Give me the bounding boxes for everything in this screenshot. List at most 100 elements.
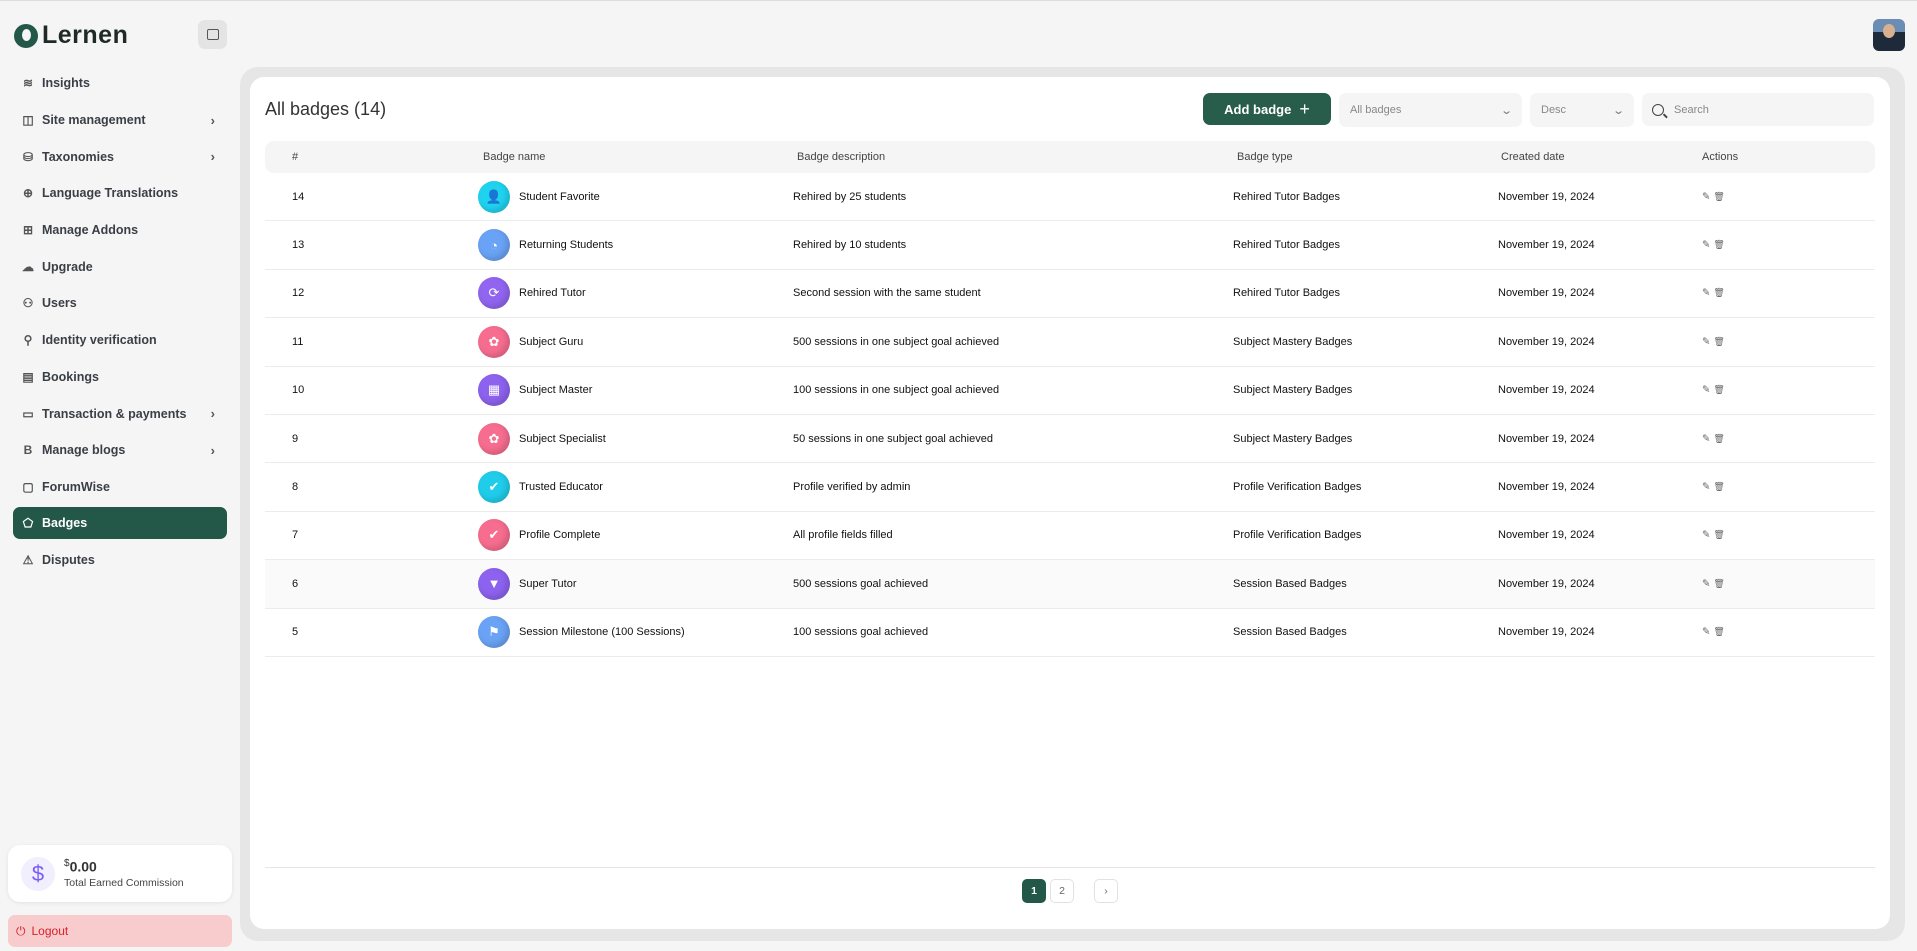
trash-icon[interactable]: 🗑 [1713, 626, 1728, 637]
chevron-right-icon: › [210, 442, 215, 458]
badge-name: Student Favorite [519, 190, 600, 203]
trash-icon[interactable]: 🗑 [1713, 578, 1728, 589]
globe-icon: ⊕ [22, 186, 34, 201]
sidebar-item-manage-blogs[interactable]: B Manage blogs › [13, 432, 227, 469]
sidebar-item-language-translations[interactable]: ⊕ Language Translations [13, 175, 227, 212]
page-2-button[interactable]: 2 [1050, 879, 1074, 903]
add-badge-button[interactable]: Add badge + [1203, 93, 1331, 125]
table-row: 7 ✔ Profile Complete All profile fields … [265, 512, 1875, 561]
trash-icon[interactable]: 🗑 [1713, 191, 1728, 202]
created-date: November 19, 2024 [1498, 287, 1595, 300]
sidebar-item-manage-addons[interactable]: ⊞ Manage Addons [13, 212, 227, 249]
blog-icon: B [23, 443, 33, 458]
file-icon: ▤ [22, 369, 34, 384]
logo[interactable]: Lernen [14, 21, 128, 50]
table-row: 9 ✿ Subject Specialist 50 sessions in on… [265, 415, 1875, 464]
sidebar-item-label: Badges [42, 516, 88, 531]
badge-id: 14 [292, 190, 305, 203]
sidebar-item-users[interactable]: ⚇ Users [13, 285, 227, 322]
trash-icon[interactable]: 🗑 [1713, 433, 1728, 444]
trash-icon[interactable]: 🗑 [1713, 287, 1728, 298]
badge-id: 11 [292, 335, 304, 348]
sidebar-item-label: Bookings [42, 369, 99, 384]
row-actions: ✎🗑 [1702, 240, 1728, 251]
sidebar-toggle-button[interactable] [198, 20, 227, 49]
badge-filter-select[interactable]: All badges ⌄ [1339, 93, 1522, 127]
sidebar-item-site-management[interactable]: ◫ Site management › [13, 102, 227, 139]
next-page-button[interactable]: › [1094, 879, 1118, 903]
badge-name: Returning Students [519, 239, 614, 252]
sidebar-item-label: Users [42, 296, 77, 311]
edit-icon[interactable]: ✎ [1702, 578, 1714, 590]
logout-button[interactable]: ⏻ Logout [8, 915, 232, 947]
badge-name: Subject Master [519, 384, 593, 397]
badge-id: 12 [292, 287, 305, 300]
sidebar-item-identity-verification[interactable]: ⚲ Identity verification [13, 322, 227, 359]
trash-icon[interactable]: 🗑 [1713, 384, 1728, 395]
column-header-actions: Actions [1702, 151, 1739, 163]
edit-icon[interactable]: ✎ [1702, 529, 1714, 541]
chevron-right-icon: › [210, 406, 215, 422]
sidebar-item-transaction-payments[interactable]: ▭ Transaction & payments › [13, 395, 227, 432]
row-actions: ✎🗑 [1702, 482, 1728, 493]
edit-icon[interactable]: ✎ [1702, 433, 1714, 445]
sidebar-item-badges[interactable]: ⬠ Badges [13, 507, 227, 540]
edit-icon[interactable]: ✎ [1702, 191, 1714, 203]
message-icon: ▢ [22, 479, 34, 494]
badges-card [250, 77, 1890, 929]
sidebar-item-taxonomies[interactable]: ⛁ Taxonomies › [13, 138, 227, 175]
search-input[interactable]: Search [1642, 93, 1874, 126]
created-date: November 19, 2024 [1498, 190, 1595, 203]
power-icon: ⏻ [16, 923, 26, 938]
cloud-upload-icon: ☁ [22, 259, 34, 274]
commission-label: Total Earned Commission [64, 876, 184, 889]
badge-name: Super Tutor [519, 577, 577, 590]
trash-icon[interactable]: 🗑 [1713, 336, 1728, 347]
users-icon: ⚇ [22, 296, 34, 311]
trash-icon[interactable]: 🗑 [1713, 529, 1728, 540]
folder-plus-icon: ⊞ [22, 223, 34, 238]
page-1-button[interactable]: 1 [1022, 879, 1046, 903]
sidebar-item-forumwise[interactable]: ▢ ForumWise [13, 469, 227, 506]
badge-filter-value: All badges [1350, 104, 1402, 116]
database-icon: ⛁ [22, 149, 34, 164]
badge-id: 6 [292, 577, 299, 590]
trash-icon[interactable]: 🗑 [1713, 239, 1728, 250]
edit-icon[interactable]: ✎ [1702, 287, 1714, 299]
sort-order-select[interactable]: Desc ⌄ [1530, 93, 1634, 127]
user-avatar[interactable] [1873, 19, 1905, 51]
badge-type: Session Based Badges [1233, 626, 1347, 639]
edit-icon[interactable]: ✎ [1702, 626, 1714, 638]
sidebar-item-insights[interactable]: ≋ Insights [13, 65, 227, 102]
sidebar-item-bookings[interactable]: ▤ Bookings [13, 359, 227, 396]
badge-id: 7 [292, 529, 299, 542]
badge-image-icon: 👤 [478, 180, 510, 213]
edit-icon[interactable]: ✎ [1702, 481, 1714, 493]
sidebar-item-label: ForumWise [42, 479, 110, 494]
sidebar-item-label: Manage blogs [42, 443, 126, 458]
sidebar-nav: ≋ Insights ◫ Site management › ⛁ Taxonomies › ⊕ L… [13, 65, 227, 578]
credit-card-icon: ▭ [22, 406, 34, 421]
trash-icon[interactable]: 🗑 [1713, 481, 1728, 492]
sidebar-item-upgrade[interactable]: ☁ Upgrade [13, 248, 227, 285]
badge-description: 500 sessions in one subject goal achieve… [793, 335, 1000, 348]
badge-description: 100 sessions in one subject goal achieve… [793, 384, 1000, 397]
badge-description: Second session with the same student [793, 287, 981, 300]
divider [265, 867, 1875, 868]
search-icon [1652, 103, 1664, 116]
badge-name: Profile Complete [519, 529, 601, 542]
badge-image-icon: ⚑ [478, 616, 510, 649]
badge-id: 13 [292, 239, 305, 252]
column-header-id: # [292, 151, 299, 163]
logout-label: Logout [31, 924, 69, 938]
edit-icon[interactable]: ✎ [1702, 336, 1714, 348]
sidebar-item-disputes[interactable]: ⚠ Disputes [13, 541, 227, 578]
column-header-name[interactable]: Badge name [483, 151, 546, 163]
row-actions: ✎🗑 [1702, 433, 1728, 444]
edit-icon[interactable]: ✎ [1702, 384, 1714, 396]
badge-description: 50 sessions in one subject goal achieved [793, 432, 993, 445]
edit-icon[interactable]: ✎ [1702, 239, 1714, 251]
sidebar-item-label: Site management [42, 113, 146, 128]
row-actions: ✎🗑 [1702, 627, 1728, 638]
created-date: November 19, 2024 [1498, 577, 1595, 590]
